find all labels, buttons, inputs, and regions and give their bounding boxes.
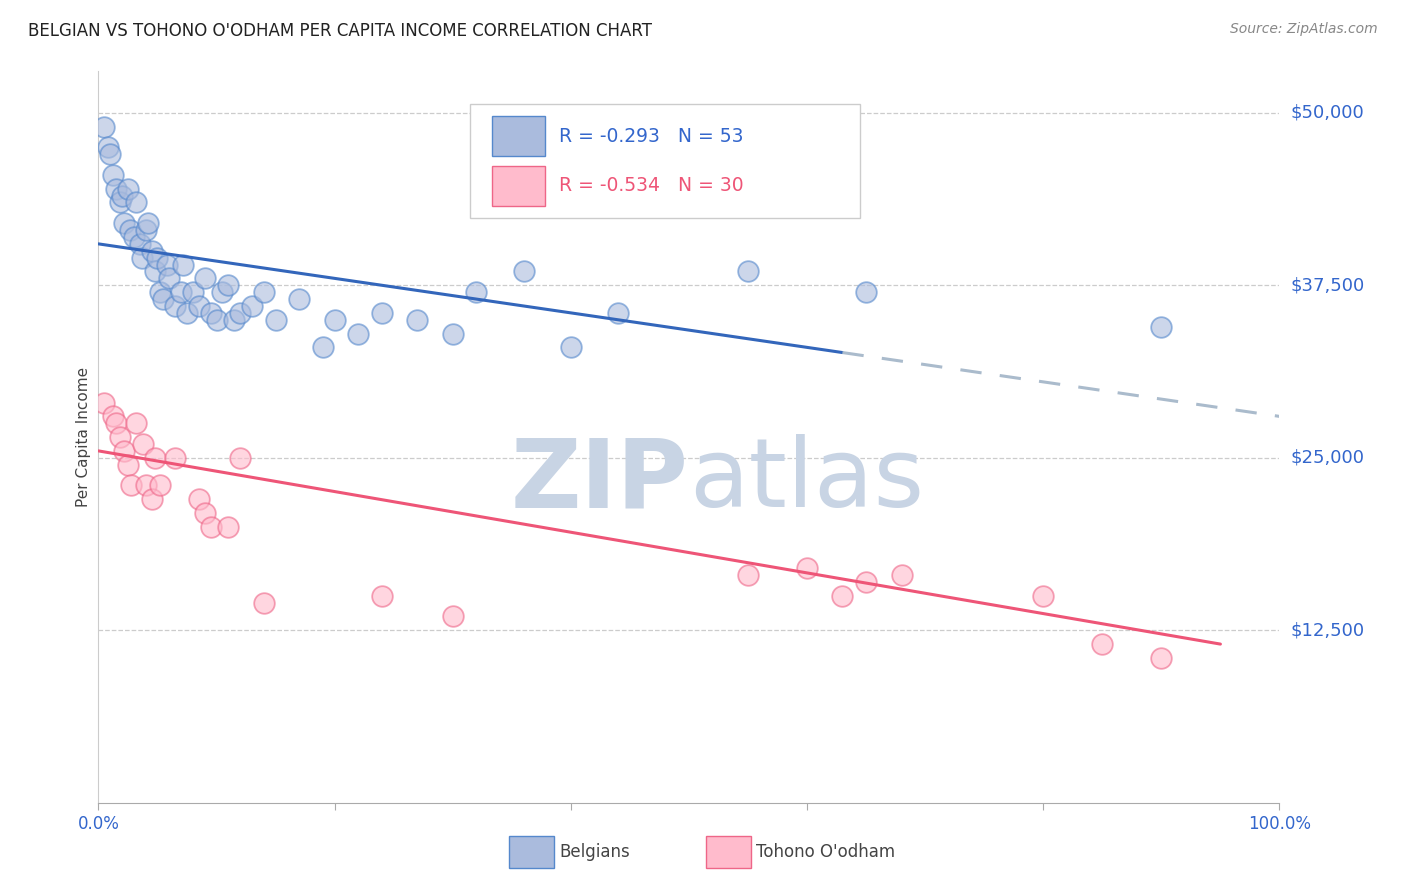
Point xyxy=(136,216,159,230)
Point xyxy=(194,271,217,285)
Point xyxy=(101,168,124,182)
Point xyxy=(165,450,187,465)
Point xyxy=(240,299,263,313)
Point xyxy=(170,285,193,300)
Point xyxy=(560,340,582,354)
Point xyxy=(1032,589,1054,603)
Point xyxy=(200,306,222,320)
Point xyxy=(441,326,464,341)
Point xyxy=(128,236,150,251)
Point xyxy=(97,140,120,154)
Y-axis label: Per Capita Income: Per Capita Income xyxy=(76,367,91,508)
Point xyxy=(205,312,228,326)
Point xyxy=(406,312,429,326)
Point xyxy=(855,574,877,589)
Point xyxy=(143,264,166,278)
Point xyxy=(1091,637,1114,651)
Point xyxy=(607,306,630,320)
Point xyxy=(371,306,394,320)
Point xyxy=(253,285,276,300)
Point xyxy=(229,306,252,320)
Point xyxy=(117,182,139,196)
Point xyxy=(371,589,394,603)
Point xyxy=(512,264,534,278)
Point xyxy=(217,520,239,534)
Point xyxy=(347,326,370,341)
Point xyxy=(211,285,233,300)
Point xyxy=(141,244,163,258)
Point xyxy=(131,251,153,265)
Point xyxy=(796,561,818,575)
Point xyxy=(132,437,155,451)
Point xyxy=(120,223,142,237)
Point xyxy=(135,223,157,237)
Point xyxy=(465,285,488,300)
Point xyxy=(172,258,194,272)
Point xyxy=(217,278,239,293)
Text: Tohono O'odham: Tohono O'odham xyxy=(756,843,896,861)
Text: $12,500: $12,500 xyxy=(1291,622,1365,640)
Point xyxy=(200,520,222,534)
Point xyxy=(157,271,180,285)
Point xyxy=(108,195,131,210)
Point xyxy=(1150,319,1173,334)
Point xyxy=(855,285,877,300)
Point xyxy=(737,568,759,582)
Text: atlas: atlas xyxy=(689,434,924,527)
Point xyxy=(105,182,128,196)
Text: $50,000: $50,000 xyxy=(1291,103,1364,122)
Point xyxy=(149,285,172,300)
Point xyxy=(93,120,115,134)
Text: BELGIAN VS TOHONO O'ODHAM PER CAPITA INCOME CORRELATION CHART: BELGIAN VS TOHONO O'ODHAM PER CAPITA INC… xyxy=(28,22,652,40)
Point xyxy=(122,230,145,244)
Point xyxy=(135,478,157,492)
Point xyxy=(323,312,346,326)
Text: R = -0.534   N = 30: R = -0.534 N = 30 xyxy=(560,177,744,195)
Point xyxy=(143,450,166,465)
Text: R = -0.293   N = 53: R = -0.293 N = 53 xyxy=(560,127,744,145)
Point xyxy=(112,443,135,458)
Point xyxy=(312,340,335,354)
Point xyxy=(141,492,163,507)
Point xyxy=(1150,651,1173,665)
Point xyxy=(146,251,169,265)
Point xyxy=(890,568,912,582)
Point xyxy=(194,506,217,520)
Point xyxy=(253,596,276,610)
FancyBboxPatch shape xyxy=(471,104,860,218)
Point xyxy=(229,450,252,465)
Point xyxy=(105,417,128,431)
Point xyxy=(156,258,179,272)
Point xyxy=(117,458,139,472)
Point xyxy=(121,478,143,492)
Text: $25,000: $25,000 xyxy=(1291,449,1365,467)
Point xyxy=(101,409,124,424)
Point xyxy=(111,188,134,202)
Point xyxy=(93,395,115,409)
Text: Belgians: Belgians xyxy=(560,843,630,861)
Text: Source: ZipAtlas.com: Source: ZipAtlas.com xyxy=(1230,22,1378,37)
Point xyxy=(187,299,209,313)
Point xyxy=(224,312,246,326)
Point xyxy=(264,312,287,326)
Point xyxy=(152,292,174,306)
FancyBboxPatch shape xyxy=(492,116,546,156)
FancyBboxPatch shape xyxy=(492,166,546,206)
Point xyxy=(98,147,121,161)
Point xyxy=(181,285,204,300)
Point xyxy=(112,216,135,230)
Point xyxy=(441,609,464,624)
Point xyxy=(737,264,759,278)
Point xyxy=(187,492,209,507)
Point xyxy=(149,478,172,492)
Point xyxy=(176,306,198,320)
Text: $37,500: $37,500 xyxy=(1291,277,1365,294)
Point xyxy=(288,292,311,306)
Point xyxy=(108,430,131,444)
Point xyxy=(125,195,148,210)
Point xyxy=(125,417,148,431)
Point xyxy=(165,299,187,313)
Text: ZIP: ZIP xyxy=(510,434,689,527)
Point xyxy=(831,589,853,603)
